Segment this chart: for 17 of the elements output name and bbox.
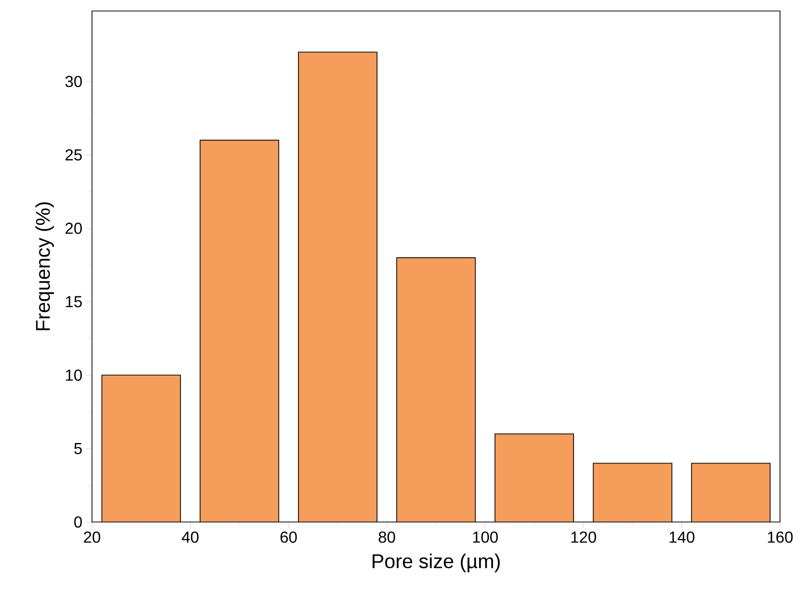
y-tick-label: 20	[66, 222, 82, 234]
x-tick-label: 80	[378, 532, 396, 543]
y-tick-label: 30	[65, 76, 82, 88]
y-tick-label: 0	[74, 516, 82, 528]
x-tick-label: 60	[280, 532, 297, 543]
y-axis-title: Frequency (%)	[35, 202, 54, 330]
x-tick-label: 20	[84, 532, 100, 543]
y-tick-label: 5	[74, 443, 82, 454]
y-tick-label: 10	[66, 370, 82, 381]
y-tick-label: 15	[66, 296, 82, 308]
y-tick-label: 25	[66, 149, 82, 161]
x-tick-label: 140	[670, 532, 694, 543]
x-tick-label: 160	[768, 532, 793, 543]
x-tick-label: 40	[182, 532, 199, 543]
x-axis-title: Pore size (µm)	[372, 554, 500, 572]
x-tick-label: 100	[473, 532, 498, 543]
x-tick-label: 120	[571, 532, 596, 543]
